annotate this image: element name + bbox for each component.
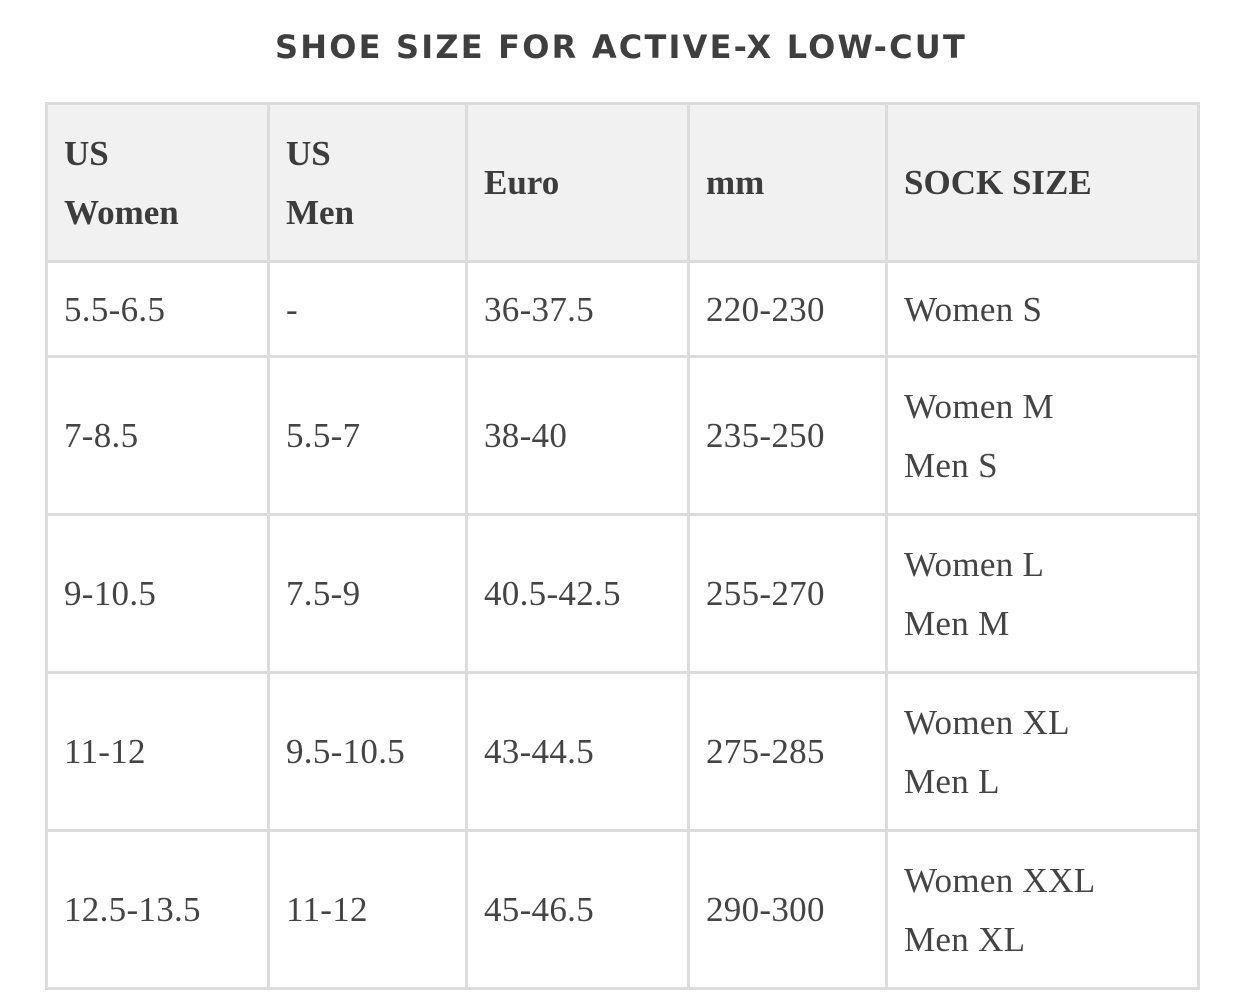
header-us-men-line-1: US — [286, 133, 331, 173]
sock-size-line: Men L — [904, 761, 1000, 801]
header-euro: Euro — [468, 105, 690, 263]
cell-mm: 255-270 — [690, 516, 888, 674]
cell-euro: 38-40 — [468, 358, 690, 516]
cell-euro: 43-44.5 — [468, 674, 690, 832]
size-chart-table: US Women US Men Euro mm SOCK SIZE 5.5-6.… — [45, 102, 1200, 990]
sock-size-line: Men XL — [904, 919, 1026, 959]
cell-us-men: 5.5-7 — [270, 358, 468, 516]
cell-us-men: 9.5-10.5 — [270, 674, 468, 832]
cell-euro: 36-37.5 — [468, 263, 690, 358]
table-row: 11-12 9.5-10.5 43-44.5 275-285 Women XL … — [48, 674, 1200, 832]
header-us-women-line-2: Women — [64, 192, 179, 232]
header-us-women-line-1: US — [64, 133, 109, 173]
page-title: SHOE SIZE FOR ACTIVE-X LOW-CUT — [274, 28, 967, 66]
cell-euro: 45-46.5 — [468, 832, 690, 990]
table-row: 7-8.5 5.5-7 38-40 235-250 Women M Men S — [48, 358, 1200, 516]
cell-sock-size: Women S — [888, 263, 1200, 358]
cell-us-men: 11-12 — [270, 832, 468, 990]
cell-us-women: 9-10.5 — [48, 516, 270, 674]
table-row: 5.5-6.5 - 36-37.5 220-230 Women S — [48, 263, 1200, 358]
table-row: 9-10.5 7.5-9 40.5-42.5 255-270 Women L M… — [48, 516, 1200, 674]
sock-size-line: Women S — [904, 289, 1043, 329]
sock-size-line: Women L — [904, 544, 1045, 584]
sock-size-line: Women XXL — [904, 860, 1096, 900]
sock-size-line: Women M — [904, 386, 1054, 426]
cell-euro: 40.5-42.5 — [468, 516, 690, 674]
sock-size-line: Men S — [904, 445, 998, 485]
cell-us-women: 5.5-6.5 — [48, 263, 270, 358]
cell-us-women: 12.5-13.5 — [48, 832, 270, 990]
header-us-women: US Women — [48, 105, 270, 263]
cell-sock-size: Women M Men S — [888, 358, 1200, 516]
cell-us-women: 11-12 — [48, 674, 270, 832]
cell-us-women: 7-8.5 — [48, 358, 270, 516]
table-header-row: US Women US Men Euro mm SOCK SIZE — [48, 105, 1200, 263]
cell-mm: 290-300 — [690, 832, 888, 990]
cell-sock-size: Women XXL Men XL — [888, 832, 1200, 990]
header-sock-size: SOCK SIZE — [888, 105, 1200, 263]
sock-size-line: Women XL — [904, 702, 1070, 742]
header-mm: mm — [690, 105, 888, 263]
header-us-men: US Men — [270, 105, 468, 263]
cell-sock-size: Women XL Men L — [888, 674, 1200, 832]
cell-sock-size: Women L Men M — [888, 516, 1200, 674]
cell-us-men: 7.5-9 — [270, 516, 468, 674]
cell-us-men: - — [270, 263, 468, 358]
table-row: 12.5-13.5 11-12 45-46.5 290-300 Women XX… — [48, 832, 1200, 990]
cell-mm: 220-230 — [690, 263, 888, 358]
sock-size-line: Men M — [904, 603, 1010, 643]
header-us-men-line-2: Men — [286, 192, 355, 232]
cell-mm: 235-250 — [690, 358, 888, 516]
cell-mm: 275-285 — [690, 674, 888, 832]
